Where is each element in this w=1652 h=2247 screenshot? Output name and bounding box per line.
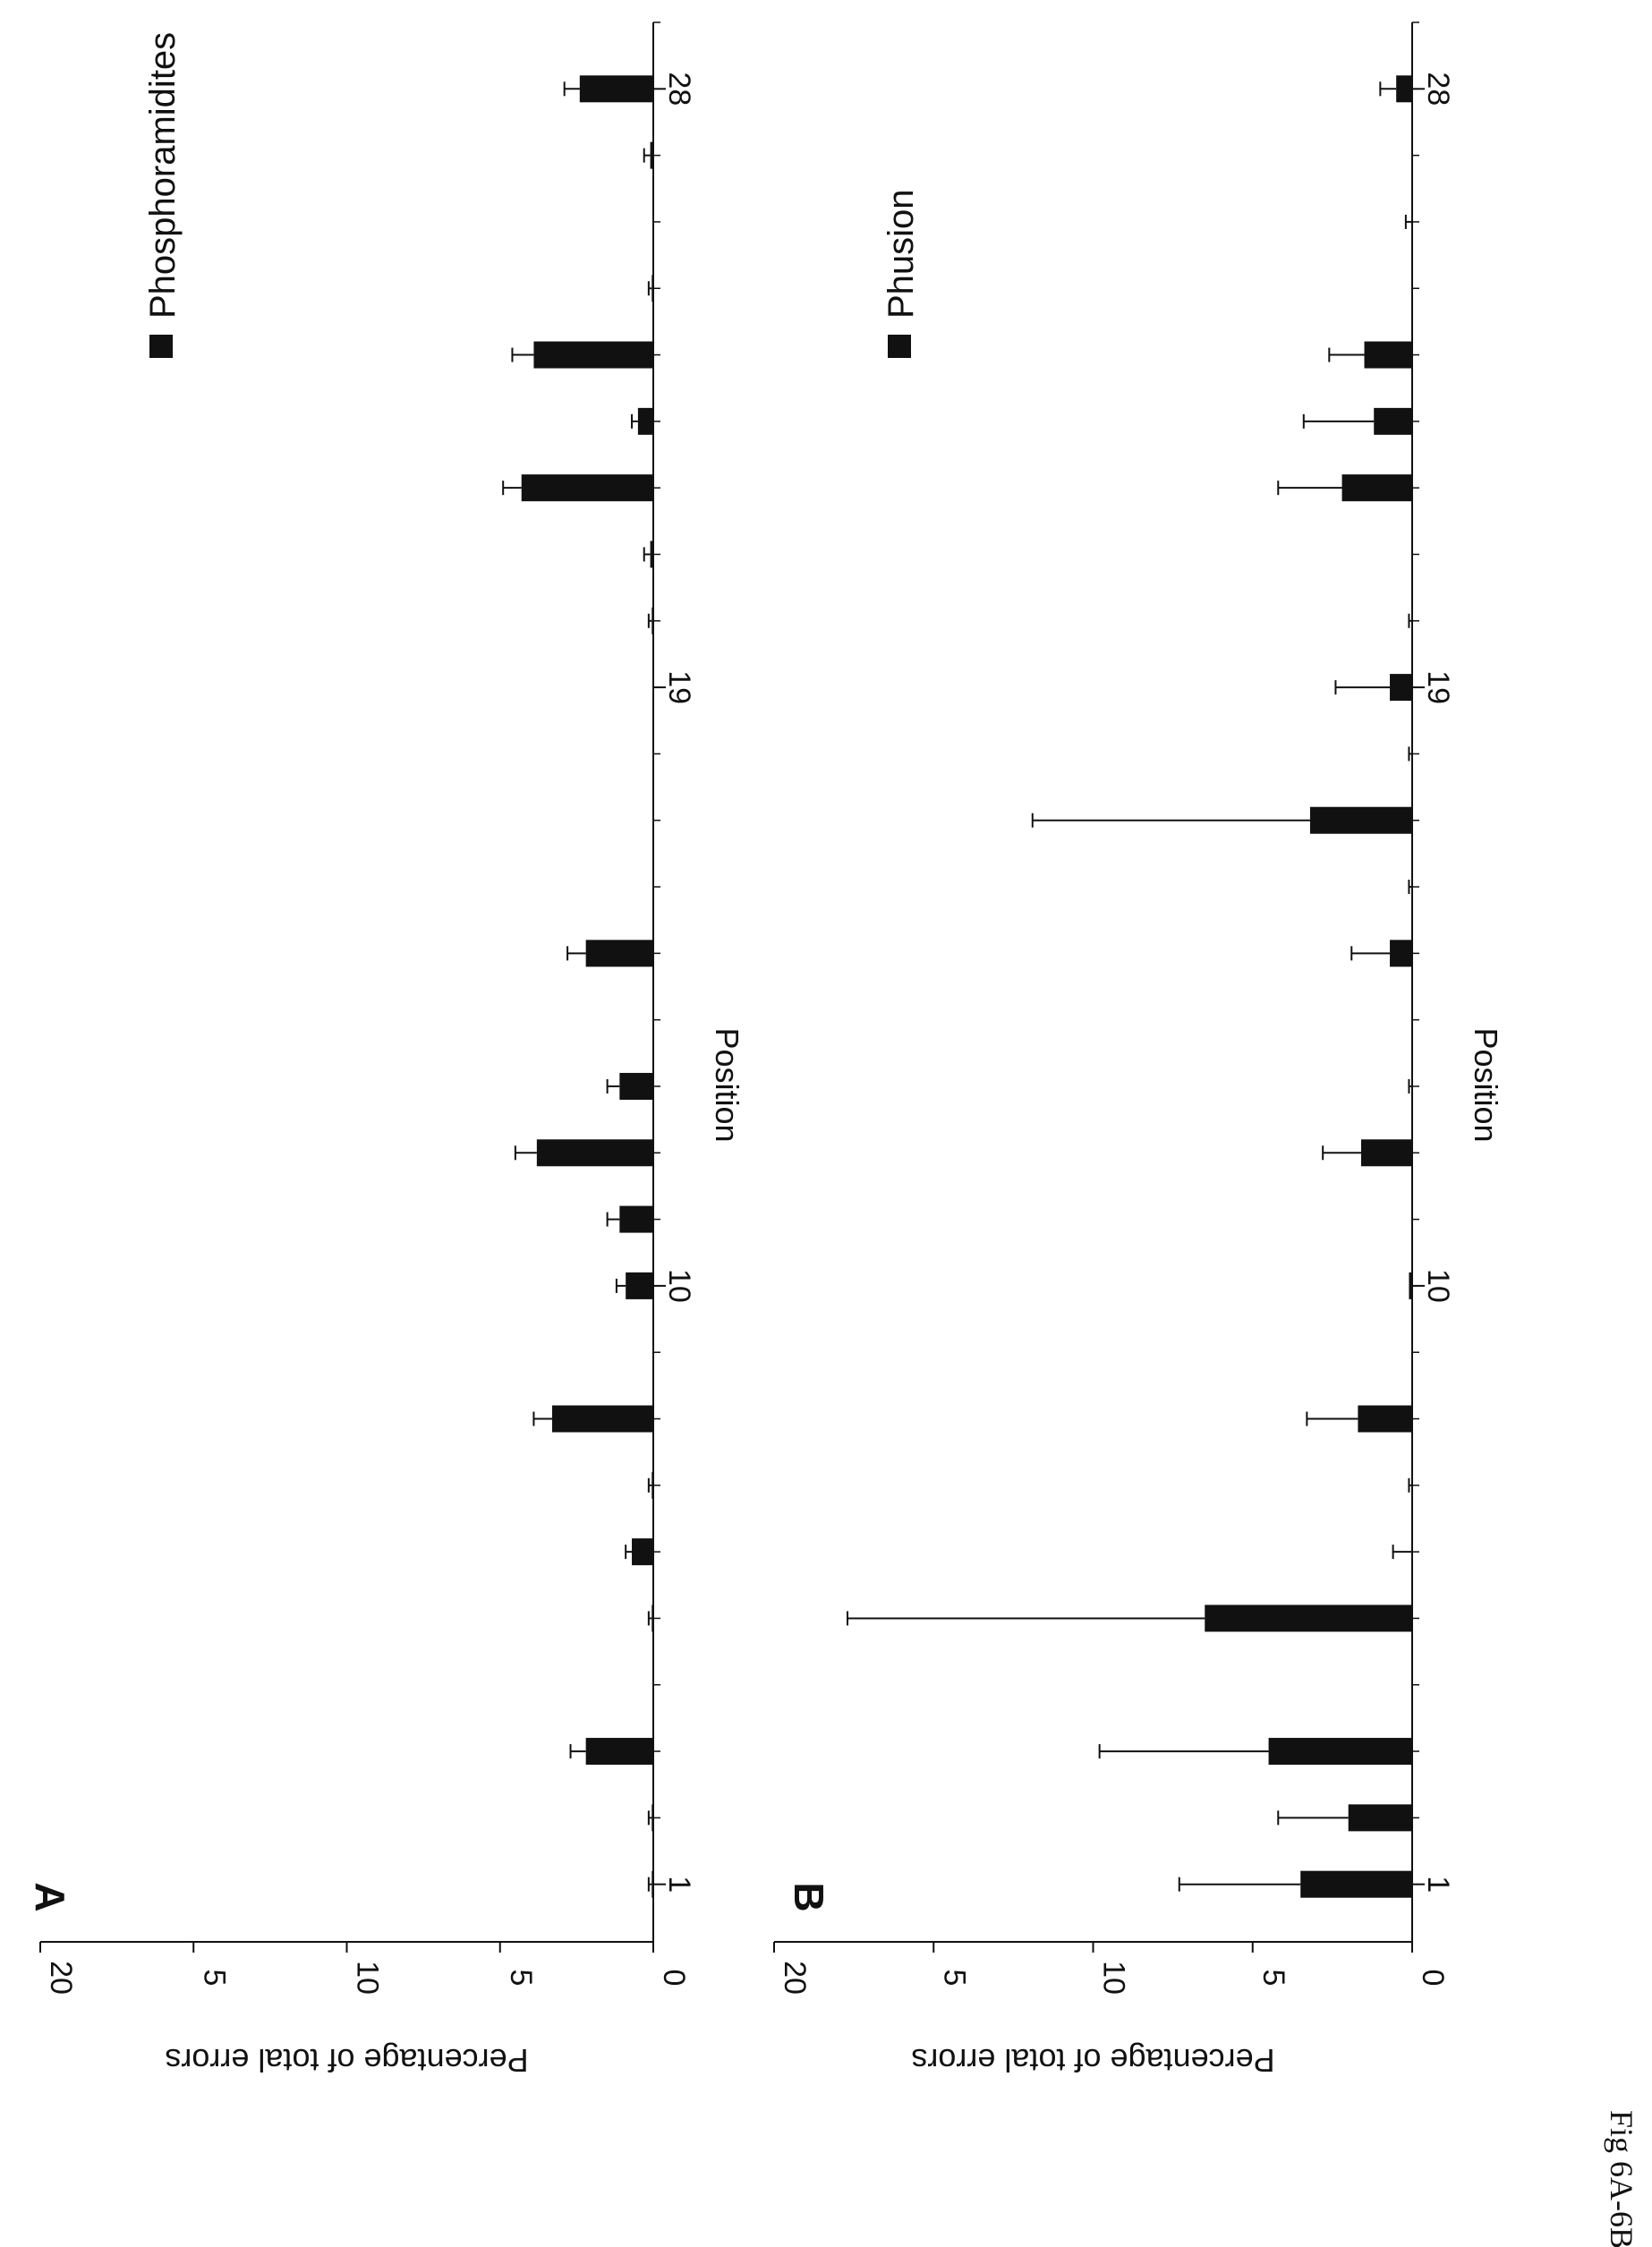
panel-b-y-tick-label: 5 bbox=[937, 1970, 971, 1987]
panel-b: B 0 5 10 5 20 1 10 19 28 Percentage of total erro… bbox=[773, 21, 1504, 2079]
panel-b-bar bbox=[1390, 674, 1412, 702]
panel-a-y-tick-label: 10 bbox=[351, 1961, 385, 1995]
panel-a-bar bbox=[579, 75, 653, 103]
panel-b-bar bbox=[1390, 940, 1412, 967]
panel-a-bar bbox=[521, 474, 653, 502]
panel-a-letter: A bbox=[27, 1882, 73, 1911]
panel-a-bar bbox=[585, 940, 653, 967]
panel-a-y-tick-label: 20 bbox=[44, 1961, 78, 1995]
panel-b-y-tick-label: 10 bbox=[1097, 1961, 1131, 1995]
panel-b-bar bbox=[1409, 1272, 1412, 1299]
panel-a-bar bbox=[632, 1538, 653, 1566]
panel-b-letter: B bbox=[786, 1882, 832, 1911]
panel-a-bar bbox=[651, 1471, 653, 1499]
panel-b-bar bbox=[1364, 341, 1412, 369]
panel-b-y-tick-label: 20 bbox=[778, 1961, 812, 1995]
panel-a-bar bbox=[619, 1072, 653, 1100]
panel-b-bar bbox=[1309, 806, 1412, 834]
panel-b-y-tick-label: 0 bbox=[1416, 1970, 1450, 1987]
panel-a-bar bbox=[651, 275, 653, 302]
panel-b-legend-label: Phusion bbox=[881, 189, 921, 319]
panel-a-bar bbox=[551, 1405, 653, 1433]
panel-a-legend-label: Phosphoramidites bbox=[143, 32, 183, 319]
panel-a-bar bbox=[651, 1604, 653, 1632]
panel-b-legend: Phusion bbox=[881, 189, 921, 358]
panel-a-x-tick-label: 10 bbox=[662, 1269, 696, 1303]
panel-a-bar bbox=[650, 141, 653, 169]
panel-a-y-tick-label: 0 bbox=[657, 1970, 691, 1987]
panel-b-y-tick-label: 5 bbox=[1256, 1970, 1290, 1987]
panel-b-x-tick-label: 10 bbox=[1421, 1269, 1455, 1303]
panel-b-bar bbox=[1348, 1804, 1412, 1832]
panel-a-bar bbox=[650, 540, 653, 568]
panel-b-bar bbox=[1374, 407, 1412, 435]
panel-b-bar bbox=[1268, 1738, 1412, 1766]
panel-a-x-tick-label: 1 bbox=[662, 1876, 696, 1893]
panel-a-bar bbox=[533, 341, 653, 369]
panel-b-x-axis-title: Position bbox=[1468, 1027, 1504, 1142]
panel-b-bar bbox=[1300, 1870, 1412, 1898]
panel-b-bar bbox=[1396, 75, 1412, 103]
panel-a-legend: Phosphoramidites bbox=[143, 32, 183, 358]
panel-b-y-axis-title: Percentage of total errors bbox=[911, 2042, 1274, 2079]
panel-a-bar bbox=[651, 607, 653, 634]
panel-a-y-axis-title: Percentage of total errors bbox=[165, 2042, 528, 2079]
panel-a-plot: 0 5 10 5 20 1 10 19 28 Percentage of total errors… bbox=[39, 21, 745, 2079]
panel-b-x-tick-label: 28 bbox=[1421, 72, 1455, 106]
panel-a-x-axis-title: Position bbox=[709, 1027, 745, 1142]
panel-b-legend-swatch bbox=[888, 335, 911, 358]
panel-a: A 0 5 10 5 20 1 10 19 28 Percentage of total erro… bbox=[27, 21, 745, 2079]
panel-b-bar bbox=[1358, 1405, 1412, 1433]
panel-a-bar bbox=[619, 1205, 653, 1233]
panel-a-legend-swatch bbox=[149, 335, 173, 358]
panel-a-x-tick-label: 19 bbox=[662, 670, 696, 704]
panel-b-bar bbox=[1205, 1604, 1412, 1632]
panel-b-bar bbox=[1360, 1139, 1412, 1167]
panel-a-bar bbox=[651, 1870, 653, 1898]
panel-b-bar bbox=[1341, 474, 1412, 502]
panel-a-bar bbox=[536, 1139, 653, 1167]
panel-a-y-tick-label: 5 bbox=[504, 1970, 538, 1987]
panel-a-x-tick-label: 28 bbox=[662, 72, 696, 106]
panel-a-y-tick-label: 5 bbox=[197, 1970, 231, 1987]
panel-b-x-tick-label: 1 bbox=[1421, 1876, 1455, 1893]
panel-b-x-tick-label: 19 bbox=[1421, 670, 1455, 704]
panel-a-bar bbox=[626, 1272, 653, 1299]
panel-a-bar bbox=[637, 407, 653, 435]
panel-a-bar bbox=[651, 1804, 653, 1832]
panel-a-bar bbox=[585, 1738, 653, 1766]
panel-b-plot: 0 5 10 5 20 1 10 19 28 Percentage of total errors… bbox=[773, 21, 1504, 2079]
figure-caption: Fig 6A-6B. bbox=[1604, 2110, 1639, 2247]
